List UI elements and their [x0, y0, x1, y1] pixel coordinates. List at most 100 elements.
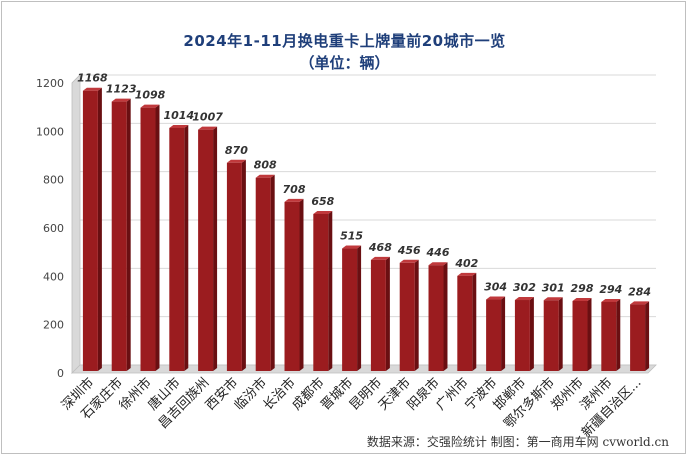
data-label: 301	[542, 281, 565, 294]
bar-side	[97, 87, 102, 371]
bar-side	[558, 297, 563, 371]
data-label: 515	[340, 230, 363, 243]
bar-top	[572, 297, 592, 301]
bar	[370, 256, 390, 371]
data-label: 1123	[106, 83, 137, 96]
bar	[169, 124, 189, 371]
data-label: 294	[599, 283, 622, 296]
bar-top	[255, 174, 275, 178]
bar	[226, 159, 246, 371]
bar-front	[601, 301, 617, 371]
bar-top	[514, 297, 534, 301]
bar-side	[270, 174, 275, 371]
bar	[111, 98, 131, 371]
bar	[82, 87, 102, 371]
data-label: 446	[426, 246, 450, 259]
data-label: 1014	[163, 109, 194, 122]
bar-side	[645, 301, 650, 371]
bar-top	[140, 104, 160, 108]
bar-top	[543, 297, 563, 301]
bar-top	[601, 298, 621, 302]
y-tick-label: 1000	[36, 125, 64, 138]
bar-side	[328, 210, 333, 371]
data-label: 298	[571, 282, 594, 295]
bar-top	[399, 259, 419, 263]
chart-walls	[71, 74, 657, 374]
y-tick-label: 400	[43, 270, 64, 283]
bar-top	[313, 210, 333, 214]
bar	[428, 262, 448, 371]
left-wall	[71, 74, 81, 374]
chart-title: 2024年1-11月换电重卡上牌量前20城市一览	[183, 32, 506, 50]
bar-front	[140, 107, 156, 372]
bar	[284, 198, 304, 371]
source-note: 数据来源：交强险统计 制图：第一商用车网 cvworld.cn	[366, 435, 669, 449]
data-label: 870	[225, 144, 248, 157]
bar-top	[486, 296, 506, 300]
data-label: 284	[628, 285, 651, 298]
data-label: 456	[397, 244, 421, 257]
bar-top	[428, 262, 448, 266]
bar-top	[284, 198, 304, 202]
bar-front	[255, 177, 271, 371]
data-label: 402	[454, 257, 478, 270]
bar-side	[472, 272, 477, 371]
bar-side	[299, 198, 304, 371]
bar-side	[529, 297, 534, 371]
bar	[140, 104, 160, 372]
bar-front	[313, 213, 329, 371]
bar-front	[82, 90, 98, 371]
bar-side	[126, 98, 131, 371]
bar-side	[155, 104, 160, 372]
bar-side	[385, 256, 390, 371]
bar	[313, 210, 333, 371]
bar	[514, 297, 534, 371]
chart-subtitle: （单位：辆）	[299, 54, 390, 72]
bar	[630, 301, 650, 371]
bars-layer	[82, 87, 650, 372]
bar-front	[226, 162, 242, 371]
bar-side	[357, 245, 362, 371]
bar	[601, 298, 621, 371]
bar-front	[457, 275, 473, 371]
bar-front	[486, 299, 502, 371]
bar-side	[587, 297, 592, 371]
bar-side	[213, 126, 218, 372]
bar-front	[284, 201, 300, 371]
bar	[572, 297, 592, 371]
bar	[543, 297, 563, 371]
bar-top	[82, 87, 102, 91]
bar-top	[457, 272, 477, 276]
bar	[342, 245, 362, 371]
bar-top	[198, 126, 218, 130]
bar-front	[399, 262, 415, 371]
bar-top	[169, 124, 189, 128]
bar-top	[370, 256, 390, 260]
floor	[71, 364, 657, 374]
bar	[399, 259, 419, 371]
bar-side	[443, 262, 448, 371]
data-label: 708	[283, 183, 306, 196]
bar-side	[616, 298, 621, 371]
data-label: 658	[311, 195, 334, 208]
y-tick-label: 200	[43, 319, 64, 332]
data-label: 468	[368, 241, 392, 254]
bar	[255, 174, 275, 371]
data-label: 304	[484, 281, 507, 294]
data-label: 1168	[77, 72, 108, 85]
bar	[198, 126, 218, 372]
y-tick-label: 600	[43, 222, 64, 235]
bar-front	[543, 300, 559, 371]
bar-side	[414, 259, 419, 371]
bar-top	[630, 301, 650, 305]
bar-side	[241, 159, 246, 371]
bar-top	[342, 245, 362, 249]
bar-top	[111, 98, 131, 102]
bar	[486, 296, 506, 371]
data-label: 302	[513, 281, 536, 294]
bar-front	[198, 129, 214, 371]
data-label: 1098	[135, 89, 166, 102]
bar-side	[501, 296, 506, 371]
bar-front	[169, 127, 185, 371]
